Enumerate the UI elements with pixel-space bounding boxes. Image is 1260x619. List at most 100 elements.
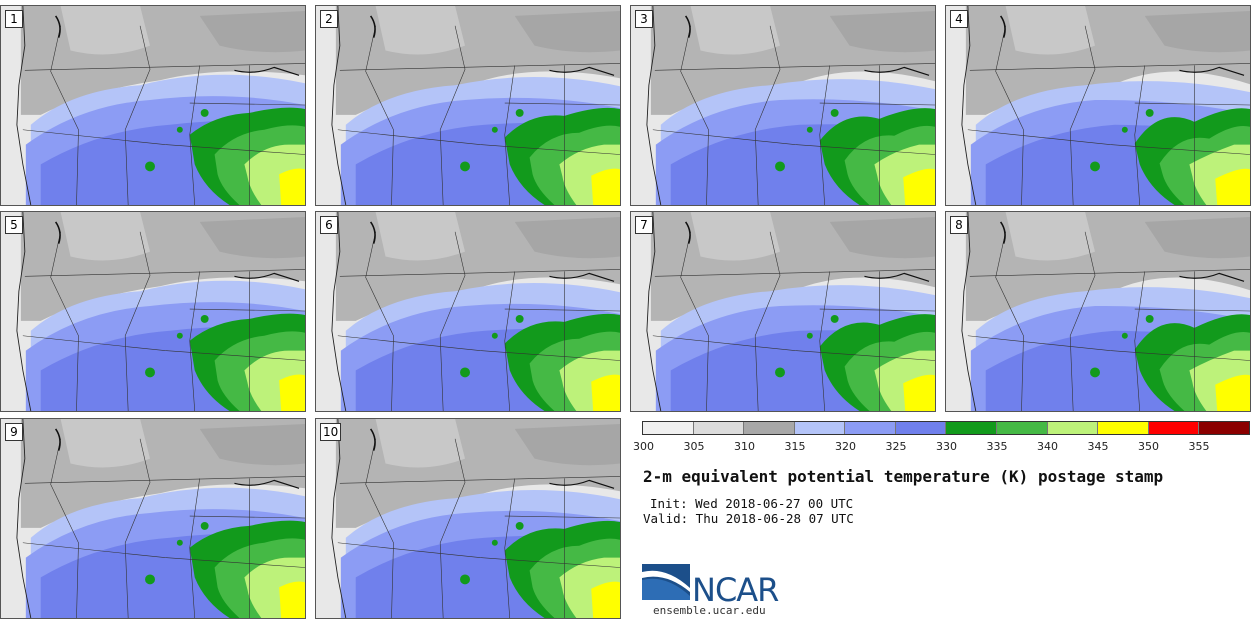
theta-e-305-310 — [375, 419, 466, 468]
colorbar-tick-label: 325 — [885, 440, 907, 453]
theta-e-330-335 — [460, 367, 470, 378]
theta-e-map — [631, 6, 935, 205]
colorbar-tick-label: 300 — [633, 440, 654, 453]
state-border — [337, 542, 620, 568]
colorbar-segment — [946, 422, 998, 434]
state-border — [754, 231, 781, 411]
state-border — [50, 231, 79, 411]
state-border — [504, 478, 515, 618]
state-border — [995, 231, 1024, 411]
state-border — [339, 269, 620, 277]
theta-e-330-335 — [176, 126, 183, 133]
coastline — [331, 212, 347, 411]
state-border — [22, 542, 305, 568]
coastline — [16, 419, 32, 618]
coastline — [16, 6, 32, 205]
theta-e-330-335 — [515, 108, 524, 117]
theta-e-330-335 — [1090, 367, 1100, 378]
colorbar-tick-label: 340 — [1037, 440, 1058, 453]
border-line — [864, 272, 930, 282]
state-border — [189, 65, 200, 205]
state-border — [652, 335, 935, 361]
theta-e-map — [316, 6, 620, 205]
colorbar-tick-label: 345 — [1087, 440, 1109, 453]
colorbar-segment — [1098, 422, 1149, 434]
state-border — [754, 25, 781, 205]
state-border — [22, 129, 305, 155]
theta-e-330-335 — [200, 521, 209, 530]
colorbar-tick-label: 305 — [683, 440, 705, 453]
theta-e-330-335 — [176, 332, 183, 339]
theta-e-330-335 — [491, 539, 498, 546]
theta-e-345-350 — [279, 374, 305, 411]
state-border — [1134, 308, 1250, 312]
state-border — [995, 25, 1024, 205]
theta-e-330-335 — [145, 574, 155, 585]
colorbar-tick-label: 335 — [986, 440, 1008, 453]
colorbar-tick-label: 315 — [784, 440, 806, 453]
init-time: Init: Wed 2018-06-27 00 UTC — [650, 496, 854, 511]
puget-sound — [999, 15, 1006, 38]
state-border — [189, 308, 305, 312]
ensemble-member-panel: 1 — [0, 5, 306, 206]
state-border — [504, 271, 515, 411]
member-number: 9 — [5, 423, 23, 441]
colorbar-tick-label: 330 — [936, 440, 957, 453]
border-line — [234, 479, 300, 489]
state-border — [819, 271, 830, 411]
state-border — [189, 515, 305, 519]
theta-e-345-350 — [903, 374, 935, 411]
state-border — [969, 269, 1250, 277]
theta-e-330-335 — [145, 161, 155, 172]
state-border — [24, 269, 305, 277]
colorbar-tick-label: 355 — [1188, 440, 1210, 453]
theta-e-305-310 — [1005, 212, 1096, 261]
puget-sound — [54, 15, 61, 38]
colorbar-tick-label: 350 — [1138, 440, 1159, 453]
colorbar-tick-label: 310 — [734, 440, 755, 453]
state-border — [337, 129, 620, 155]
member-number: 4 — [950, 10, 968, 28]
theta-e-310-315 — [514, 10, 620, 53]
ensemble-member-panel: 2 — [315, 5, 621, 206]
theta-e-map — [631, 212, 935, 411]
colorbar-segment — [744, 422, 795, 434]
theta-e-330-335 — [491, 126, 498, 133]
state-border — [439, 231, 466, 411]
member-number: 8 — [950, 216, 968, 234]
theta-e-310-315 — [514, 216, 620, 259]
coastline — [646, 212, 662, 411]
coastline — [646, 6, 662, 205]
colorbar-segment — [794, 422, 846, 434]
theta-e-330-335 — [200, 314, 209, 323]
theta-e-map — [316, 419, 620, 618]
ensemble-member-panel: 5 — [0, 211, 306, 412]
state-border — [969, 63, 1250, 71]
border-line — [234, 272, 300, 282]
theta-e-330-335 — [806, 332, 813, 339]
border-line — [864, 66, 930, 76]
member-number: 5 — [5, 216, 23, 234]
colorbar-segment — [643, 422, 694, 434]
state-border — [189, 271, 200, 411]
colorbar-segment — [1148, 422, 1200, 434]
theta-e-310-315 — [1144, 216, 1250, 259]
member-number: 7 — [635, 216, 653, 234]
member-number: 2 — [320, 10, 338, 28]
theta-e-330-335 — [1145, 314, 1154, 323]
state-border — [24, 63, 305, 71]
state-border — [365, 25, 394, 205]
valid-time: Valid: Thu 2018-06-28 07 UTC — [643, 511, 854, 526]
state-border — [967, 335, 1250, 361]
border-line — [549, 66, 615, 76]
colorbar — [642, 421, 1250, 435]
border-line — [549, 272, 615, 282]
ensemble-member-panel: 6 — [315, 211, 621, 412]
ensemble-member-panel: 9 — [0, 418, 306, 619]
colorbar-tick-label: 320 — [835, 440, 856, 453]
member-number: 10 — [320, 423, 342, 441]
state-border — [189, 478, 200, 618]
state-border — [680, 25, 709, 205]
theta-e-310-315 — [829, 216, 935, 259]
puget-sound — [54, 221, 61, 244]
